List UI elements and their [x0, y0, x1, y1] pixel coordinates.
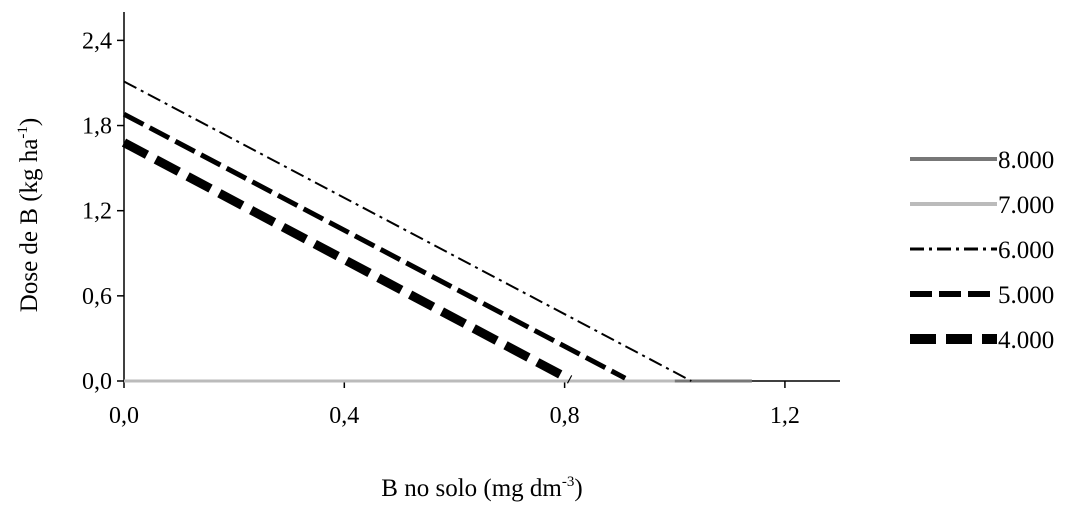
- legend-label: 7.000: [998, 192, 1054, 219]
- y-tick-label: 0,0: [82, 369, 112, 395]
- x-tick-label: 1,2: [770, 403, 800, 429]
- y-axis-label-sup: -1: [15, 126, 31, 139]
- x-axis-label-text: B no solo (mg dm: [381, 475, 562, 502]
- y-axis-label-text: Dose de B (kg ha: [16, 139, 43, 313]
- y-tick-label: 1,8: [82, 114, 112, 140]
- x-axis-label-sup: -3: [562, 474, 575, 490]
- y-tick-label: 2,4: [82, 28, 112, 54]
- series-line: [121, 138, 573, 384]
- legend-label: 6.000: [998, 237, 1054, 264]
- y-tick-label: 1,2: [82, 199, 112, 225]
- x-axis-label: B no solo (mg dm-3): [381, 474, 582, 502]
- y-axis-label-close: ): [16, 118, 43, 126]
- y-ticks: 0,0 0,6 1,2 1,8 2,4: [82, 28, 124, 395]
- x-tick-label: 0,0: [109, 403, 139, 429]
- legend: 8.000 7.000 6.000 5.000 4.000: [910, 147, 1054, 354]
- series-layer: [121, 80, 752, 384]
- legend-label: 8.000: [998, 147, 1054, 174]
- x-tick-label: 0,4: [329, 403, 359, 429]
- y-axis-label: Dose de B (kg ha-1): [15, 118, 43, 312]
- legend-label: 5.000: [998, 282, 1054, 309]
- series-line: [122, 111, 627, 381]
- series-line: [123, 80, 692, 382]
- y-tick-label: 0,6: [82, 284, 112, 310]
- x-tick-label: 0,8: [550, 403, 580, 429]
- plot-area: 0,0 0,6 1,2 1,8 2,4 0,0 0,4 0,8 1,2: [82, 12, 840, 429]
- legend-label: 4.000: [998, 327, 1054, 354]
- x-axis-label-close: ): [574, 475, 582, 502]
- x-ticks: 0,0 0,4 0,8 1,2: [109, 381, 800, 429]
